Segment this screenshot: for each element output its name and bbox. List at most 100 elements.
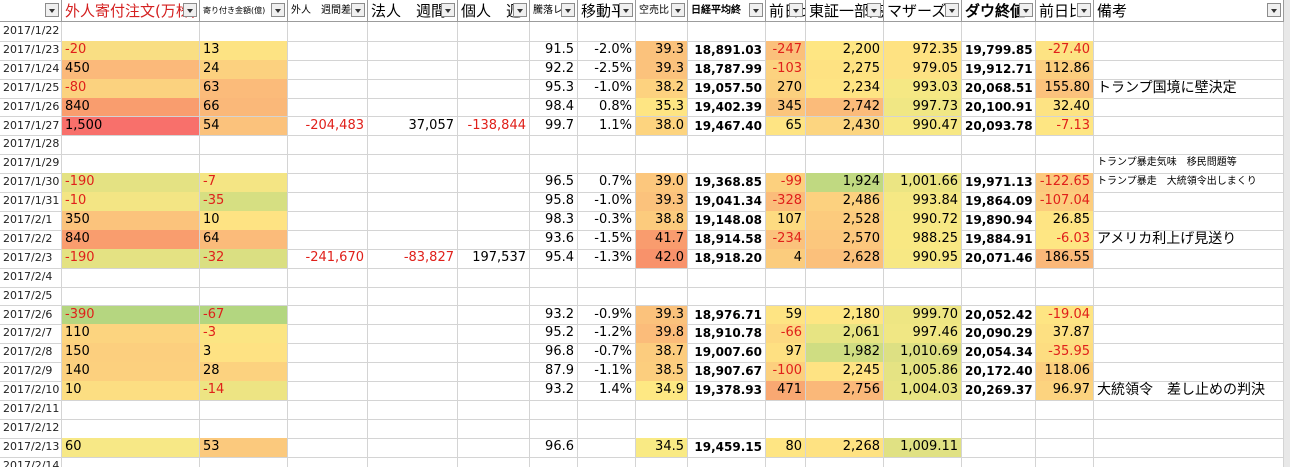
data-cell xyxy=(530,286,578,307)
data-cell: 39.3 xyxy=(636,192,688,212)
data-cell: 19,971.13 xyxy=(962,173,1036,194)
data-cell xyxy=(62,267,200,288)
data-cell: -2.0% xyxy=(578,40,636,61)
filter-button[interactable] xyxy=(945,3,959,17)
data-cell: -328 xyxy=(766,192,806,212)
filter-button[interactable] xyxy=(513,3,527,17)
row-date: 2017/2/3 xyxy=(0,248,62,269)
data-cell: 91.5 xyxy=(530,40,578,61)
data-cell: 840 xyxy=(62,97,200,118)
data-cell: -0.3% xyxy=(578,211,636,231)
data-cell: 39.0 xyxy=(636,173,688,194)
data-cell xyxy=(806,267,884,288)
row-date: 2017/1/28 xyxy=(0,135,62,156)
data-cell: 37.87 xyxy=(1036,324,1094,345)
filter-button[interactable] xyxy=(1019,3,1033,17)
filter-button[interactable] xyxy=(561,3,575,17)
data-cell: 155.80 xyxy=(1036,78,1094,99)
data-cell: 13 xyxy=(200,40,288,61)
data-cell xyxy=(288,324,368,345)
data-cell xyxy=(288,154,368,175)
data-cell xyxy=(368,362,458,383)
data-cell xyxy=(288,362,368,383)
data-cell xyxy=(458,211,530,231)
data-cell: 450 xyxy=(62,59,200,80)
data-cell xyxy=(288,40,368,61)
filter-button[interactable] xyxy=(749,3,763,17)
data-cell: -100 xyxy=(766,362,806,383)
filter-button[interactable] xyxy=(867,3,881,17)
data-cell xyxy=(578,456,636,467)
data-cell xyxy=(288,211,368,231)
filter-button[interactable] xyxy=(1077,3,1091,17)
data-cell: -80 xyxy=(62,78,200,99)
data-cell xyxy=(368,456,458,467)
data-cell xyxy=(368,381,458,401)
data-cell xyxy=(962,22,1036,42)
filter-button[interactable] xyxy=(45,3,59,17)
row-date: 2017/2/2 xyxy=(0,229,62,250)
filter-button[interactable] xyxy=(441,3,455,17)
data-cell xyxy=(458,456,530,467)
data-cell xyxy=(578,286,636,307)
data-cell: 997.46 xyxy=(884,324,962,345)
data-cell: -67 xyxy=(200,305,288,326)
data-cell xyxy=(458,97,530,118)
data-cell: 24 xyxy=(200,59,288,80)
data-cell: 19,912.71 xyxy=(962,59,1036,80)
data-cell: 39.3 xyxy=(636,305,688,326)
data-cell xyxy=(368,135,458,156)
data-cell: -27.40 xyxy=(1036,40,1094,61)
data-cell xyxy=(458,437,530,458)
note-cell xyxy=(1094,116,1284,137)
data-cell: 66 xyxy=(200,97,288,118)
row-date: 2017/1/26 xyxy=(0,97,62,118)
data-cell: 2,486 xyxy=(806,192,884,212)
note-cell xyxy=(1094,418,1284,439)
data-cell xyxy=(288,267,368,288)
data-cell: -83,827 xyxy=(368,248,458,269)
filter-button[interactable] xyxy=(671,3,685,17)
filter-button[interactable] xyxy=(789,3,803,17)
data-cell xyxy=(458,192,530,212)
data-cell: 993.03 xyxy=(884,78,962,99)
filter-button[interactable] xyxy=(351,3,365,17)
data-cell: -2.5% xyxy=(578,59,636,80)
filter-button[interactable] xyxy=(619,3,633,17)
data-cell xyxy=(1036,135,1094,156)
filter-button[interactable] xyxy=(1267,3,1281,17)
note-cell xyxy=(1094,135,1284,156)
filter-button[interactable] xyxy=(271,3,285,17)
row-date: 2017/1/27 xyxy=(0,116,62,137)
data-cell xyxy=(458,59,530,80)
data-cell: 112.86 xyxy=(1036,59,1094,80)
data-cell xyxy=(636,286,688,307)
data-cell: 65 xyxy=(766,116,806,137)
note-cell: アメリカ利上げ見送り xyxy=(1094,229,1284,250)
data-cell: 38.5 xyxy=(636,362,688,383)
data-cell xyxy=(578,437,636,458)
data-cell xyxy=(530,135,578,156)
data-cell: -35.95 xyxy=(1036,343,1094,364)
row-date: 2017/2/10 xyxy=(0,381,62,401)
data-cell xyxy=(806,286,884,307)
data-cell xyxy=(806,400,884,420)
note-cell xyxy=(1094,305,1284,326)
data-cell xyxy=(578,267,636,288)
data-cell xyxy=(1036,418,1094,439)
data-cell: 345 xyxy=(766,97,806,118)
data-cell xyxy=(458,40,530,61)
filter-button[interactable] xyxy=(183,3,197,17)
data-cell: 1,009.11 xyxy=(884,437,962,458)
data-cell: 38.7 xyxy=(636,343,688,364)
data-cell xyxy=(458,305,530,326)
data-cell xyxy=(458,343,530,364)
data-cell: -35 xyxy=(200,192,288,212)
data-cell xyxy=(636,135,688,156)
data-cell xyxy=(458,400,530,420)
data-cell xyxy=(288,22,368,42)
data-cell: 1.1% xyxy=(578,116,636,137)
data-cell: 1,005.86 xyxy=(884,362,962,383)
note-cell xyxy=(1094,97,1284,118)
data-cell xyxy=(766,286,806,307)
